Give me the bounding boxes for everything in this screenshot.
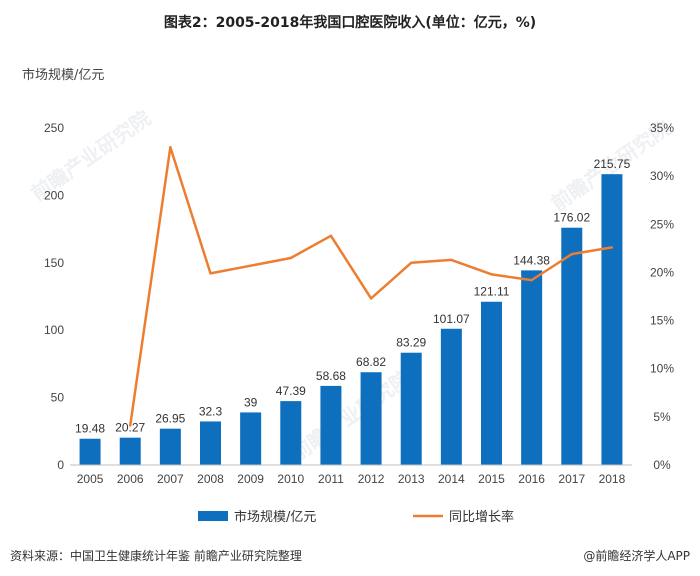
y-right-tick-5%: 5% [653, 410, 671, 424]
y-right-tick-15%: 15% [650, 314, 674, 328]
bar-2018 [601, 174, 623, 465]
y-right-tick-10%: 10% [650, 362, 674, 376]
bar-2011 [320, 385, 342, 465]
growth-point-2011 [329, 234, 333, 238]
y-left-tick-200: 200 [44, 188, 64, 202]
source-note: 资料来源：中国卫生健康统计年鉴 前瞻产业研究院整理 [10, 549, 302, 563]
bar-2017 [561, 227, 583, 465]
bar-label-2014: 101.07 [433, 312, 470, 326]
bar-2013 [400, 352, 422, 465]
x-tick-label-2014: 2014 [438, 472, 465, 486]
x-tick-label-2016: 2016 [518, 472, 545, 486]
x-tick-label-2010: 2010 [277, 472, 304, 486]
legend: 市场规模/亿元 同比增长率 [198, 509, 514, 525]
bar-2016 [521, 270, 543, 465]
x-tick-label-2007: 2007 [157, 472, 184, 486]
bar-2005 [79, 438, 101, 465]
y-right-tick-25%: 25% [650, 217, 674, 231]
bar-2006 [119, 437, 141, 465]
legend-swatch-bars [198, 511, 228, 521]
x-tick-label-2018: 2018 [599, 472, 626, 486]
x-axis: 2005 2006 2007 2008 2009 2010 2011 2012 2013 2014… [70, 464, 632, 486]
y-axis-left: 0 50 100 150 200 250 [44, 121, 64, 472]
growth-point-2007 [169, 146, 172, 149]
growth-point-2012 [369, 297, 373, 300]
bar-2008 [200, 421, 221, 465]
y-left-tick-150: 150 [44, 256, 64, 270]
bar-label-2006: 20.27 [115, 421, 145, 435]
legend-label-bars: 市场规模/亿元 [234, 509, 316, 525]
bar-2012 [360, 372, 382, 465]
growth-point-2016 [530, 278, 533, 282]
growth-point-2008 [209, 272, 212, 275]
y-right-tick-35%: 35% [650, 121, 674, 135]
x-tick-label-2011: 2011 [318, 472, 344, 486]
bar-label-2007: 26.95 [155, 412, 185, 426]
brand-credit: @前瞻经济学人APP [583, 549, 690, 563]
bar-2007 [159, 428, 181, 465]
y-left-tick-50: 50 [51, 391, 65, 405]
bar-label-2008: 32.3 [199, 404, 223, 418]
y-left-tick-250: 250 [44, 121, 64, 135]
y-axis-unit-label: 市场规模/亿元 [22, 68, 105, 83]
growth-point-2014 [450, 258, 453, 262]
bar-label-2016: 144.38 [513, 253, 550, 267]
x-tick-label-2009: 2009 [237, 472, 264, 486]
growth-point-2018 [610, 246, 614, 249]
bar-2009 [240, 412, 262, 465]
bar-series [79, 174, 623, 465]
growth-point-2013 [410, 261, 413, 264]
growth-point-2010 [289, 256, 292, 260]
x-tick-label-2012: 2012 [358, 472, 385, 486]
bar-label-2005: 19.48 [75, 422, 105, 436]
x-tick-label-2015: 2015 [478, 472, 505, 486]
growth-point-2015 [490, 273, 493, 276]
bar-label-2015: 121.11 [474, 285, 510, 299]
x-tick-label-2005: 2005 [77, 472, 104, 486]
x-tick-label-2017: 2017 [558, 472, 585, 486]
bar-2015 [481, 301, 502, 465]
bar-label-2013: 83.29 [396, 336, 426, 350]
bar-label-2011: 58.68 [316, 369, 346, 383]
legend-label-line: 同比增长率 [449, 509, 514, 525]
bar-2010 [280, 401, 302, 465]
bar-label-2012: 68.82 [356, 355, 386, 369]
y-right-tick-0%: 0% [653, 458, 671, 472]
bar-label-2018: 215.75 [594, 157, 631, 171]
bar-label-2010: 47.39 [276, 384, 306, 398]
bar-label-2017: 176.02 [553, 211, 590, 225]
bar-label-2009: 39 [244, 395, 258, 409]
y-right-tick-20%: 20% [650, 265, 674, 279]
chart-title: 图表2：2005-2018年我国口腔医院收入(单位：亿元，%) [163, 15, 537, 31]
x-tick-label-2008: 2008 [197, 472, 224, 486]
growth-point-2017 [570, 252, 573, 256]
y-axis-right: 0% 5% 10% 15% 20% 25% 30% 35% [650, 121, 674, 472]
bar-value-labels: 19.48 20.27 26.95 32.3 39 47.39 58.68 68.82 83.2… [75, 157, 631, 436]
x-tick-label-2013: 2013 [398, 472, 425, 486]
x-tick-label-2006: 2006 [117, 472, 144, 486]
y-right-tick-30%: 30% [650, 169, 674, 183]
y-left-tick-100: 100 [44, 323, 64, 337]
growth-line-series [128, 146, 614, 427]
bar-2014 [440, 328, 462, 465]
y-left-tick-0: 0 [57, 458, 64, 472]
growth-point-2009 [249, 264, 252, 267]
growth-point-2006 [129, 424, 132, 427]
